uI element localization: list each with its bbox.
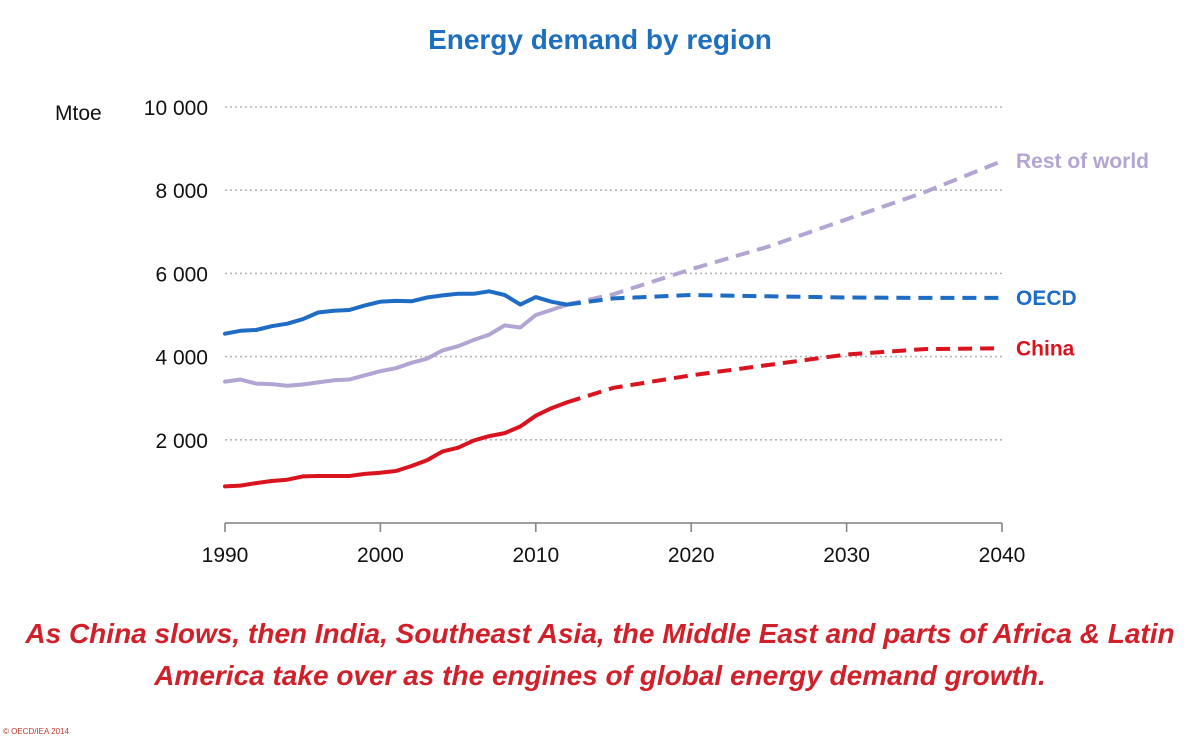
x-tick-label: 1990 [202,544,249,567]
x-tick-label: 2010 [512,544,559,567]
series-line-oecd-projection [566,293,1002,307]
y-tick-label: 4 000 [155,347,208,370]
y-axis-label: Mtoe [55,102,102,125]
series-line-rest-of-world-historical [223,302,569,388]
y-tick-label: 2 000 [155,430,208,453]
series-line-oecd-historical [223,289,569,336]
x-tick-label: 2000 [357,544,404,567]
chart-caption: As China slows, then India, Southeast As… [25,618,1175,691]
copyright-note: © OECD/IEA 2014 [3,727,69,736]
x-tick-label: 2040 [979,544,1026,567]
series-line-rest-of-world-projection [566,159,1003,307]
y-tick-label: 6 000 [155,263,208,286]
series-label-rest-of-world: Rest of world [1016,150,1149,173]
y-tick-label: 8 000 [155,180,208,203]
x-tick-label: 2030 [823,544,870,567]
series-label-china: China [1016,337,1075,360]
y-tick-label: 10 000 [144,97,208,120]
series-label-oecd: OECD [1016,287,1077,310]
series-labels: Rest of world OECD China [1016,150,1149,360]
chart-title: Energy demand by region [428,24,772,55]
axes: 2 000 4 000 6 000 8 000 10 000 1990 2000 2010 20… [144,97,1026,567]
series-line-china-projection [566,346,1003,405]
series-line-china-historical [223,400,569,489]
series-lines [223,159,1003,489]
x-tick-label: 2020 [668,544,715,567]
